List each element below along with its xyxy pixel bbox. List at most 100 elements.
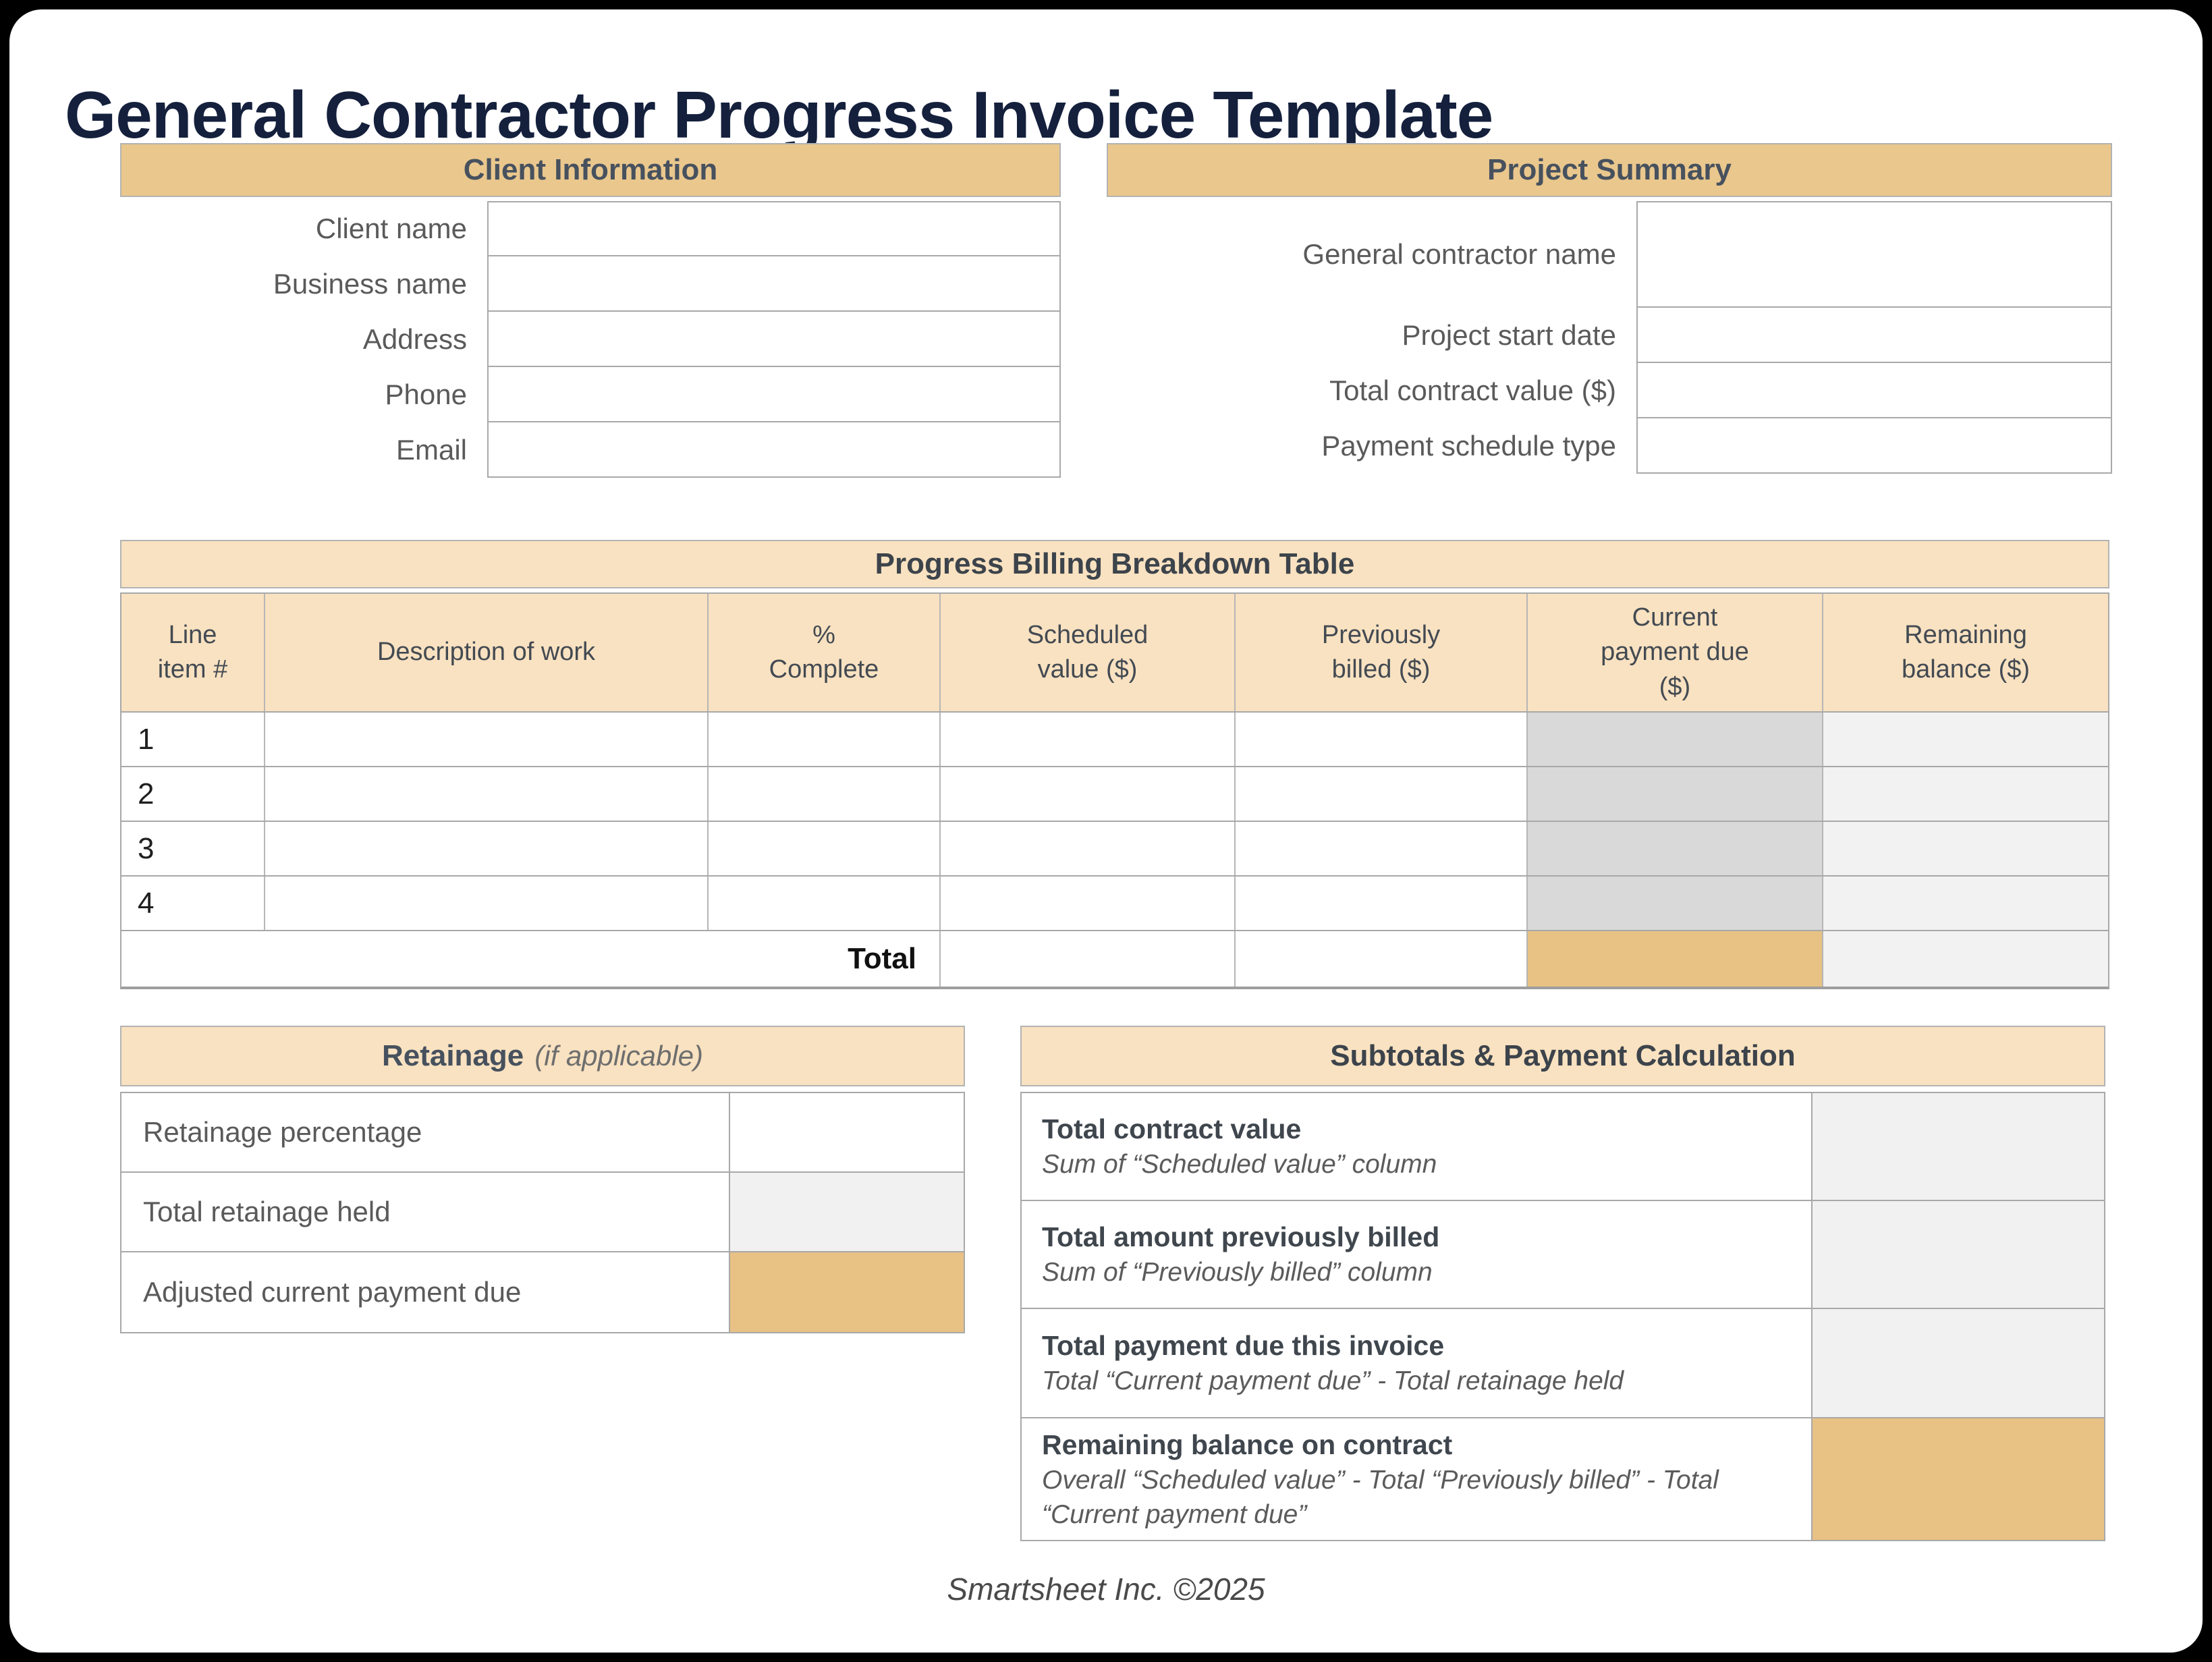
column-header-remaining-balance: Remaining balance ($): [1823, 594, 2108, 711]
line-item-cell[interactable]: 4: [121, 877, 265, 930]
page-title: General Contractor Progress Invoice Temp…: [65, 77, 1493, 152]
scheduled-value-cell[interactable]: [941, 822, 1236, 875]
retainage-rows: Retainage percentage Total retainage hel…: [120, 1092, 965, 1333]
column-header-percent-complete: % Complete: [709, 594, 941, 711]
current-payment-due-cell: [1528, 877, 1823, 930]
subtotals-title: Subtotals & Payment Calculation: [1330, 1039, 1796, 1072]
total-previously-billed-calc-cell: [1811, 1201, 2104, 1308]
email-input[interactable]: [487, 422, 1061, 478]
business-name-row: Business name: [120, 256, 1061, 312]
column-header-scheduled-value: Scheduled value ($): [941, 594, 1236, 711]
adjusted-current-payment-due-label: Adjusted current payment due: [143, 1276, 522, 1308]
email-label: Email: [395, 434, 467, 466]
billing-total-row: Total: [121, 931, 2108, 987]
scheduled-value-cell[interactable]: [941, 877, 1236, 930]
project-start-date-input[interactable]: [1636, 308, 2112, 363]
billing-row-3: 3: [121, 822, 2108, 877]
total-contract-value-input[interactable]: [1636, 363, 2112, 418]
total-retainage-held-cell: [729, 1173, 964, 1251]
total-remaining-balance-cell: [1823, 931, 2108, 987]
percent-complete-cell[interactable]: [709, 713, 941, 766]
client-name-label: Client name: [315, 213, 467, 244]
client-information-title: Client Information: [463, 153, 718, 186]
description-cell[interactable]: [265, 767, 709, 821]
total-retainage-held-row: Total retainage held: [121, 1173, 964, 1252]
phone-input[interactable]: [487, 367, 1061, 422]
business-name-label: Business name: [273, 268, 467, 300]
percent-complete-cell[interactable]: [709, 822, 941, 875]
retainage-percentage-row: Retainage percentage: [121, 1093, 964, 1173]
subtotals-rows: Total contract value Sum of “Scheduled v…: [1020, 1092, 2105, 1541]
retainage-title-suffix: (if applicable): [534, 1040, 704, 1072]
column-header-description: Description of work: [265, 594, 709, 711]
phone-label: Phone: [385, 379, 467, 410]
current-payment-due-cell: [1528, 822, 1823, 875]
progress-billing-section: Progress Billing Breakdown Table Line it…: [120, 540, 2109, 989]
row-label: Total payment due this invoice: [1042, 1329, 1445, 1361]
project-start-date-label: Project start date: [1402, 319, 1616, 351]
remaining-balance-calc-cell: [1811, 1418, 2104, 1540]
subtotals-header: Subtotals & Payment Calculation: [1020, 1026, 2105, 1086]
general-contractor-name-label: General contractor name: [1302, 238, 1616, 270]
total-label-cell: Total: [121, 931, 941, 987]
billing-header-row: Line item # Description of work % Comple…: [121, 594, 2108, 713]
payment-schedule-type-input[interactable]: [1636, 418, 2112, 474]
progress-billing-grid: Line item # Description of work % Comple…: [120, 592, 2109, 989]
row-formula: Sum of “Previously billed” column: [1042, 1258, 1433, 1287]
percent-complete-cell[interactable]: [709, 767, 941, 821]
scheduled-value-cell[interactable]: [941, 713, 1236, 766]
row-formula: Overall “Scheduled value” - Total “Previ…: [1042, 1465, 1719, 1529]
client-name-input[interactable]: [487, 201, 1061, 256]
project-summary-fields: General contractor name Project start da…: [1107, 201, 2112, 474]
general-contractor-name-row: General contractor name: [1107, 201, 2112, 308]
description-cell[interactable]: [265, 877, 709, 930]
description-cell[interactable]: [265, 822, 709, 875]
description-cell[interactable]: [265, 713, 709, 766]
previously-billed-cell[interactable]: [1236, 822, 1528, 875]
total-scheduled-value-cell: [941, 931, 1236, 987]
total-previously-billed-calc-row: Total amount previously billed Sum of “P…: [1022, 1201, 2104, 1309]
payment-schedule-type-label: Payment schedule type: [1321, 430, 1616, 462]
previously-billed-cell[interactable]: [1236, 713, 1528, 766]
line-item-cell[interactable]: 2: [121, 767, 265, 821]
row-formula: Sum of “Scheduled value” column: [1042, 1150, 1437, 1180]
total-contract-value-calc-row: Total contract value Sum of “Scheduled v…: [1022, 1093, 2104, 1201]
retainage-percentage-input[interactable]: [729, 1093, 964, 1171]
total-payment-due-calc-label: Total payment due this invoice Total “Cu…: [1022, 1309, 1811, 1417]
previously-billed-cell[interactable]: [1236, 877, 1528, 930]
invoice-card: General Contractor Progress Invoice Temp…: [9, 9, 2203, 1653]
billing-row-2: 2: [121, 767, 2108, 822]
address-row: Address: [120, 312, 1061, 367]
row-label: Total contract value: [1042, 1113, 1302, 1144]
remaining-balance-cell: [1823, 822, 2108, 875]
column-header-current-payment-due: Current payment due ($): [1528, 594, 1823, 711]
general-contractor-name-input[interactable]: [1636, 201, 2112, 308]
remaining-balance-calc-row: Remaining balance on contract Overall “S…: [1022, 1418, 2104, 1540]
business-name-input[interactable]: [487, 256, 1061, 312]
total-payment-due-calc-row: Total payment due this invoice Total “Cu…: [1022, 1309, 2104, 1418]
address-input[interactable]: [487, 312, 1061, 367]
previously-billed-cell[interactable]: [1236, 767, 1528, 821]
retainage-header: Retainage (if applicable): [120, 1026, 965, 1086]
line-item-cell[interactable]: 1: [121, 713, 265, 766]
total-previously-billed-calc-label: Total amount previously billed Sum of “P…: [1022, 1201, 1811, 1308]
client-information-fields: Client name Business name Address Phone …: [120, 201, 1061, 478]
remaining-balance-cell: [1823, 713, 2108, 766]
progress-billing-header: Progress Billing Breakdown Table: [120, 540, 2109, 588]
line-item-cell[interactable]: 3: [121, 822, 265, 875]
billing-row-4: 4: [121, 877, 2108, 931]
phone-row: Phone: [120, 367, 1061, 422]
subtotals-section: Subtotals & Payment Calculation Total co…: [1020, 1026, 2105, 1541]
adjusted-current-payment-due-cell: [729, 1252, 964, 1332]
billing-row-1: 1: [121, 713, 2108, 767]
current-payment-due-cell: [1528, 767, 1823, 821]
project-start-date-row: Project start date: [1107, 308, 2112, 363]
total-payment-due-calc-cell: [1811, 1309, 2104, 1417]
progress-billing-title: Progress Billing Breakdown Table: [875, 547, 1355, 580]
total-contract-value-row: Total contract value ($): [1107, 363, 2112, 418]
percent-complete-cell[interactable]: [709, 877, 941, 930]
address-label: Address: [362, 323, 467, 355]
scheduled-value-cell[interactable]: [941, 767, 1236, 821]
total-contract-value-calc-label: Total contract value Sum of “Scheduled v…: [1022, 1093, 1811, 1200]
remaining-balance-cell: [1823, 877, 2108, 930]
